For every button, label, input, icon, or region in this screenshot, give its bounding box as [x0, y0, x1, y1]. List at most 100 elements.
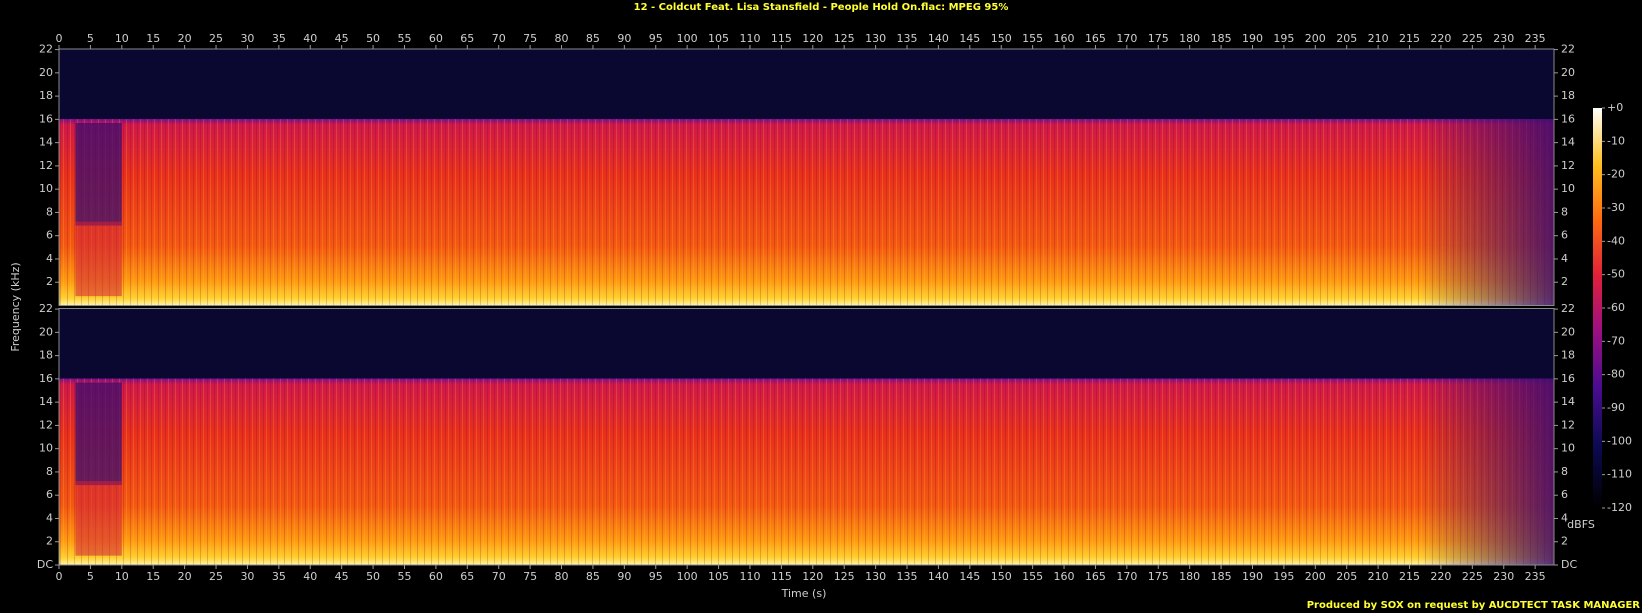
x-tick-label: 110	[739, 32, 760, 45]
y-tick-label: 6	[1561, 229, 1568, 242]
x-tick-label: 65	[460, 570, 474, 583]
y-tick-label: 14	[1561, 136, 1575, 149]
y-tick-label: 22	[39, 302, 53, 315]
x-tick-label: 105	[708, 32, 729, 45]
x-tick-label: 120	[802, 32, 823, 45]
x-tick-label: 125	[834, 32, 855, 45]
y-tick-label: 16	[39, 372, 53, 385]
x-tick-label: 220	[1430, 570, 1451, 583]
y-tick-label: 10	[39, 442, 53, 455]
x-tick-label: 90	[617, 570, 631, 583]
x-tick-label: 35	[272, 570, 286, 583]
plot-frame	[58, 308, 1555, 566]
x-tick-label: 115	[771, 32, 792, 45]
x-tick-label: 175	[1148, 32, 1169, 45]
y-tick-label: 4	[46, 511, 53, 524]
y-tick-label: 10	[1561, 442, 1575, 455]
x-tick-label: 200	[1305, 570, 1326, 583]
x-tick-label: 5	[87, 32, 94, 45]
colorbar-tick-label: -90	[1607, 401, 1625, 414]
x-tick-label: 200	[1305, 32, 1326, 45]
y-tick-label: 4	[46, 252, 53, 265]
footer: Produced by SOX on request by AUCDTECT T…	[1307, 600, 1641, 611]
x-tick-label: 55	[397, 570, 411, 583]
x-tick-label: 205	[1336, 570, 1357, 583]
spectrogram-fade	[1419, 119, 1554, 306]
x-tick-label: 205	[1336, 32, 1357, 45]
y-tick-label: 16	[1561, 372, 1575, 385]
y-tick-label: 12	[1561, 159, 1575, 172]
x-tick-label: 75	[523, 570, 537, 583]
x-axis-label: Time (s)	[781, 587, 827, 600]
x-tick-label: 215	[1399, 32, 1420, 45]
chart-title: 12 - Coldcut Feat. Lisa Stansfield - Peo…	[634, 2, 1009, 13]
y-tick-label: 22	[39, 43, 53, 56]
y-tick-label: 18	[1561, 89, 1575, 102]
x-tick-label: 15	[146, 570, 160, 583]
y-tick-label: 8	[1561, 205, 1568, 218]
x-tick-label: 60	[429, 32, 443, 45]
x-tick-label: 155	[1022, 32, 1043, 45]
x-tick-label: 10	[115, 570, 129, 583]
x-tick-label: 25	[209, 570, 223, 583]
x-tick-label: 180	[1179, 32, 1200, 45]
x-tick-label: 230	[1493, 570, 1514, 583]
spectrogram-fade	[1419, 378, 1554, 565]
colorbar-tick-label: -110	[1607, 468, 1632, 481]
x-tick-label: 235	[1525, 570, 1546, 583]
x-tick-label: 65	[460, 32, 474, 45]
x-tick-label: 100	[677, 570, 698, 583]
x-tick-label: 70	[492, 570, 506, 583]
x-tick-label: 85	[586, 32, 600, 45]
x-tick-label: 105	[708, 570, 729, 583]
x-tick-label: 95	[649, 32, 663, 45]
x-tick-label: 215	[1399, 570, 1420, 583]
x-tick-label: 170	[1116, 32, 1137, 45]
x-tick-label: 150	[991, 570, 1012, 583]
spectrogram-intro	[75, 382, 122, 486]
x-tick-label: 80	[555, 32, 569, 45]
colorbar-tick-label: -100	[1607, 434, 1632, 447]
y-tick-label: 8	[1561, 465, 1568, 478]
y-tick-label: 2	[1561, 275, 1568, 288]
x-tick-label: 165	[1085, 570, 1106, 583]
colorbar-tick-label: -70	[1607, 334, 1625, 347]
x-tick-label: 130	[865, 32, 886, 45]
colorbar-tick-label: -60	[1607, 301, 1625, 314]
x-tick-label: 70	[492, 32, 506, 45]
x-tick-label: 20	[178, 570, 192, 583]
y-axis-label: Frequency (kHz)	[9, 262, 22, 351]
y-tick-label: 12	[1561, 418, 1575, 431]
y-tick-label: 20	[39, 325, 53, 338]
x-tick-label: 210	[1368, 32, 1389, 45]
y-tick-label: 12	[39, 159, 53, 172]
x-tick-label: 45	[335, 32, 349, 45]
x-tick-label: 120	[802, 570, 823, 583]
x-tick-label: 125	[834, 570, 855, 583]
spectrogram-intro	[75, 481, 122, 556]
y-tick-label: 8	[46, 465, 53, 478]
y-tick-label: 6	[1561, 488, 1568, 501]
x-tick-label: 40	[303, 570, 317, 583]
y-tick-label: 8	[46, 205, 53, 218]
y-tick-label: 14	[1561, 395, 1575, 408]
x-tick-label: 195	[1273, 32, 1294, 45]
x-tick-label: 35	[272, 32, 286, 45]
x-tick-label: 160	[1054, 32, 1075, 45]
x-tick-label: 225	[1462, 570, 1483, 583]
y-tick-label: 2	[46, 275, 53, 288]
x-tick-label: 100	[677, 32, 698, 45]
y-tick-label: 2	[46, 535, 53, 548]
x-tick-label: 80	[555, 570, 569, 583]
plot-frame	[58, 48, 1555, 306]
x-tick-label: 150	[991, 32, 1012, 45]
x-tick-label: 190	[1242, 32, 1263, 45]
colorbar-tick-label: -50	[1607, 268, 1625, 281]
x-tick-label: 165	[1085, 32, 1106, 45]
x-tick-label: 190	[1242, 570, 1263, 583]
y-tick-label: DC	[37, 558, 53, 571]
x-tick-label: 135	[897, 570, 918, 583]
x-tick-label: 220	[1430, 32, 1451, 45]
x-tick-label: 185	[1211, 32, 1232, 45]
